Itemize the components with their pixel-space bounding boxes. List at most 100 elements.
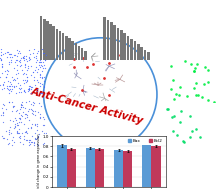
Point (0, 65, 3, 68)
Point (0, 87, 3, 90)
Point (200, 96, 203, 99)
Point (25, 76, 29, 79)
Point (24, 116, 27, 119)
Point (33, 68, 37, 71)
Bar (72, 41, 74, 60)
Point (43, 131, 46, 134)
Point (32, 104, 35, 107)
Point (40, 91, 44, 94)
Point (0, 57, 2, 60)
Point (37, 80, 40, 83)
Point (19, 134, 22, 137)
Point (39, 81, 42, 84)
Point (42, 85, 46, 88)
Point (193, 67, 197, 70)
Point (26, 64, 29, 67)
Bar (53, 26, 55, 60)
Point (16, 82, 19, 85)
Point (22, 82, 26, 85)
Point (25, 100, 28, 103)
Point (0, 50, 3, 53)
Point (27, 126, 30, 129)
Point (18, 127, 21, 130)
Bar (62, 33, 65, 60)
Point (41, 76, 44, 79)
Point (22, 138, 25, 141)
Point (188, 115, 191, 118)
Point (34, 110, 37, 113)
Point (17, 52, 20, 55)
Bar (95, 149, 104, 187)
Point (21, 57, 25, 60)
Point (24, 112, 27, 115)
Point (20, 57, 23, 60)
Point (16, 59, 19, 62)
Point (20, 91, 23, 94)
Point (18, 51, 21, 54)
Bar (117, 28, 119, 60)
Point (31, 51, 35, 54)
Point (26, 69, 29, 72)
Point (177, 94, 181, 97)
Point (22, 55, 25, 58)
Point (24, 139, 27, 142)
Point (39, 115, 42, 118)
Point (17, 112, 21, 115)
Bar (59, 31, 61, 60)
Point (17, 117, 20, 120)
Point (29, 138, 32, 141)
Point (41, 48, 44, 51)
Point (22, 55, 26, 58)
Point (27, 141, 31, 144)
Bar (110, 22, 112, 60)
Point (22, 71, 26, 74)
Point (36, 135, 40, 138)
Point (21, 78, 24, 81)
Point (183, 140, 186, 143)
Point (25, 132, 28, 135)
Point (21, 110, 24, 113)
Point (10, 55, 13, 58)
Point (16, 124, 20, 127)
Point (0, 114, 2, 117)
Bar (58, 145, 66, 187)
Point (16, 131, 19, 134)
Point (9, 89, 13, 92)
Point (27, 88, 31, 91)
Point (12, 105, 15, 108)
Point (7, 130, 11, 133)
Point (7, 53, 10, 56)
Point (38, 72, 42, 75)
Point (10, 132, 13, 135)
Point (39, 59, 42, 62)
Point (29, 102, 33, 105)
Bar (43, 19, 46, 60)
Point (20, 114, 23, 117)
Bar (86, 148, 95, 187)
Point (0, 59, 3, 62)
Point (38, 85, 42, 88)
Point (173, 98, 176, 101)
Point (23, 63, 27, 66)
Point (31, 109, 35, 112)
Point (170, 88, 173, 91)
Point (202, 82, 206, 85)
Point (28, 84, 31, 87)
Point (29, 53, 32, 56)
Point (22, 90, 26, 93)
Point (39, 63, 43, 66)
Point (33, 123, 37, 126)
Point (28, 57, 32, 60)
Point (16, 132, 20, 135)
Point (24, 79, 27, 82)
Bar (49, 24, 52, 60)
Point (2, 104, 6, 107)
Point (9, 118, 12, 121)
Point (27, 56, 30, 59)
Point (17, 132, 21, 135)
Point (0, 48, 2, 51)
Point (39, 91, 43, 94)
Point (36, 111, 40, 114)
Point (7, 88, 10, 91)
Point (7, 50, 10, 53)
